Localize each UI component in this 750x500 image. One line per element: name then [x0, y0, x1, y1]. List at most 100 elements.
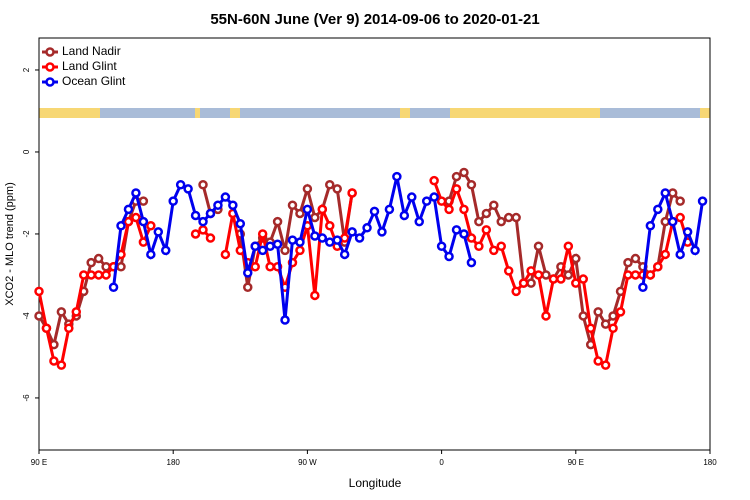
data-point [138, 216, 149, 227]
data-point [653, 262, 663, 272]
data-point [257, 229, 268, 239]
chart-title: 55N-60N June (Ver 9) 2014-09-06 to 2020-… [210, 11, 539, 28]
legend-label: Ocean Glint [62, 74, 126, 88]
data-point [34, 311, 44, 321]
data-point [667, 188, 678, 198]
data-point [511, 286, 521, 297]
plot-frame [38, 37, 711, 451]
x-tick-label: 90 E [568, 458, 584, 467]
data-point [205, 208, 216, 219]
data-point [250, 241, 260, 252]
data-point [287, 200, 298, 211]
data-point [71, 307, 82, 317]
data-point [175, 180, 186, 190]
data-point [675, 196, 685, 206]
x-tick-label: 90 E [31, 458, 47, 467]
data-point [667, 216, 678, 227]
data-point [503, 266, 514, 276]
legend-label: Land Glint [62, 59, 117, 73]
data-point [690, 245, 700, 256]
data-point [332, 184, 342, 194]
data-point [86, 257, 96, 268]
data-point [436, 196, 447, 206]
data-point [571, 278, 581, 288]
data-point [123, 204, 134, 215]
data-point [630, 270, 641, 280]
data-point [608, 323, 618, 333]
data-point [138, 196, 149, 206]
data-point [295, 245, 305, 256]
data-point [339, 233, 350, 243]
data-point [362, 223, 372, 233]
data-point [198, 180, 208, 190]
data-point [660, 188, 671, 198]
data-point [49, 356, 59, 366]
data-point [198, 225, 208, 235]
data-point [429, 175, 439, 186]
data-point [310, 212, 320, 223]
data-point [347, 188, 357, 198]
data-point [220, 249, 231, 260]
data-point [451, 184, 462, 194]
data-point [645, 270, 656, 280]
legend-label: Land Nadir [62, 44, 121, 58]
data-point [56, 307, 67, 317]
data-point [310, 231, 320, 241]
data-point [533, 270, 544, 280]
data-point [466, 233, 477, 243]
data-point [608, 311, 618, 321]
data-point [630, 253, 641, 264]
data-point [93, 253, 104, 264]
data-point [407, 192, 417, 202]
data-point [645, 221, 656, 231]
data-point [578, 274, 589, 284]
data-point [623, 270, 633, 280]
data-point [518, 278, 529, 288]
data-point [302, 204, 313, 215]
data-point [556, 274, 566, 284]
data-point [496, 241, 506, 252]
data-point [213, 200, 223, 211]
data-point [541, 311, 551, 321]
data-point [600, 360, 611, 370]
data-point [41, 323, 52, 333]
data-point [451, 225, 462, 235]
data-point [615, 307, 626, 317]
data-point [280, 245, 290, 256]
data-point [593, 307, 603, 317]
data-point [481, 208, 492, 219]
x-tick-label: 180 [167, 458, 181, 467]
data-point [563, 241, 574, 252]
data-point [325, 221, 335, 231]
data-point [116, 262, 126, 272]
data-point [653, 204, 663, 215]
y-tick-label: 2 [22, 67, 31, 72]
data-point [183, 184, 193, 194]
data-point [675, 212, 685, 223]
data-point [459, 204, 469, 215]
data-point [265, 241, 275, 252]
data-point [444, 204, 454, 215]
data-point [414, 216, 424, 227]
data-point [466, 257, 477, 268]
data-point [548, 274, 559, 284]
data-point [123, 216, 134, 227]
data-point [168, 196, 178, 206]
legend-marker [45, 62, 55, 72]
data-point [146, 249, 156, 260]
data-point [101, 270, 111, 280]
land-ocean-strip [39, 108, 710, 118]
data-point [56, 360, 67, 370]
legend-marker [45, 47, 55, 57]
data-point [257, 245, 268, 256]
x-tick-label: 0 [439, 458, 444, 467]
data-point [235, 218, 246, 229]
data-point [421, 196, 432, 206]
data-point [489, 200, 499, 211]
data-point [593, 356, 603, 366]
data-point [78, 270, 89, 280]
data-point [332, 235, 342, 245]
data-point [243, 268, 253, 278]
y-tick-label: -2 [22, 230, 31, 238]
data-point [451, 171, 462, 182]
